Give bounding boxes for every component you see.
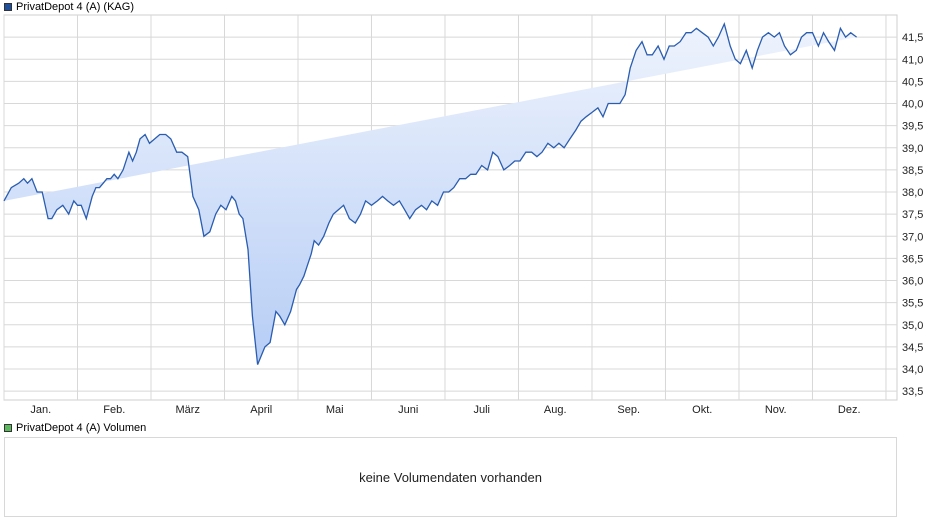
grid bbox=[3, 15, 897, 400]
volume-legend-swatch bbox=[4, 424, 12, 432]
y-tick-label: 36,0 bbox=[902, 276, 923, 288]
x-tick-label: Aug. bbox=[544, 404, 567, 416]
volume-empty-message: keine Volumendaten vorhanden bbox=[359, 470, 542, 485]
price-line bbox=[3, 21, 857, 365]
y-tick-label: 36,5 bbox=[902, 253, 923, 265]
x-tick-label: Sep. bbox=[617, 404, 640, 416]
y-tick-label: 35,5 bbox=[902, 298, 923, 310]
y-tick-label: 40,5 bbox=[902, 76, 923, 88]
plot-frame bbox=[3, 14, 898, 401]
x-tick-label: Nov. bbox=[765, 404, 787, 416]
x-tick-label: Mai bbox=[326, 404, 344, 416]
x-tick-label: Dez. bbox=[838, 404, 861, 416]
x-tick-label: März bbox=[176, 404, 200, 416]
y-tick-label: 33,5 bbox=[902, 386, 923, 398]
y-tick-label: 38,5 bbox=[902, 165, 923, 177]
y-tick-label: 39,5 bbox=[902, 121, 923, 133]
price-legend-label: PrivatDepot 4 (A) (KAG) bbox=[16, 1, 134, 13]
y-tick-label: 35,0 bbox=[902, 320, 923, 332]
x-tick-label: Jan. bbox=[30, 404, 51, 416]
price-legend-swatch bbox=[4, 3, 12, 11]
price-area bbox=[4, 23, 857, 365]
x-axis-labels: Jan. Feb. März April Mai Juni Juli Aug. Sep. Okt.… bbox=[30, 404, 860, 416]
x-tick-label: April bbox=[250, 404, 272, 416]
y-tick-label: 39,0 bbox=[902, 143, 923, 155]
y-axis-labels: 33,5 34,0 34,5 35,0 35,5 36,0 36,5 37,0 37,5 38,0… bbox=[902, 32, 923, 398]
y-tick-label: 34,0 bbox=[902, 364, 923, 376]
y-tick-label: 41,5 bbox=[902, 32, 923, 44]
y-tick-label: 37,5 bbox=[902, 209, 923, 221]
volume-legend-label: PrivatDepot 4 (A) Volumen bbox=[16, 422, 147, 434]
y-tick-label: 41,0 bbox=[902, 54, 923, 66]
price-chart: 33,5 34,0 34,5 35,0 35,5 36,0 36,5 37,0 37,5 38,0… bbox=[3, 14, 923, 416]
y-tick-label: 40,0 bbox=[902, 99, 923, 111]
y-tick-label: 38,0 bbox=[902, 187, 923, 199]
volume-legend: PrivatDepot 4 (A) Volumen bbox=[4, 421, 146, 435]
x-tick-label: Juni bbox=[398, 404, 418, 416]
y-tick-label: 37,0 bbox=[902, 231, 923, 243]
x-tick-label: Juli bbox=[473, 404, 490, 416]
y-tick-label: 34,5 bbox=[902, 342, 923, 354]
x-tick-label: Feb. bbox=[103, 404, 125, 416]
volume-panel: keine Volumendaten vorhanden bbox=[4, 437, 897, 517]
price-legend: PrivatDepot 4 (A) (KAG) bbox=[4, 0, 134, 14]
x-tick-label: Okt. bbox=[692, 404, 712, 416]
